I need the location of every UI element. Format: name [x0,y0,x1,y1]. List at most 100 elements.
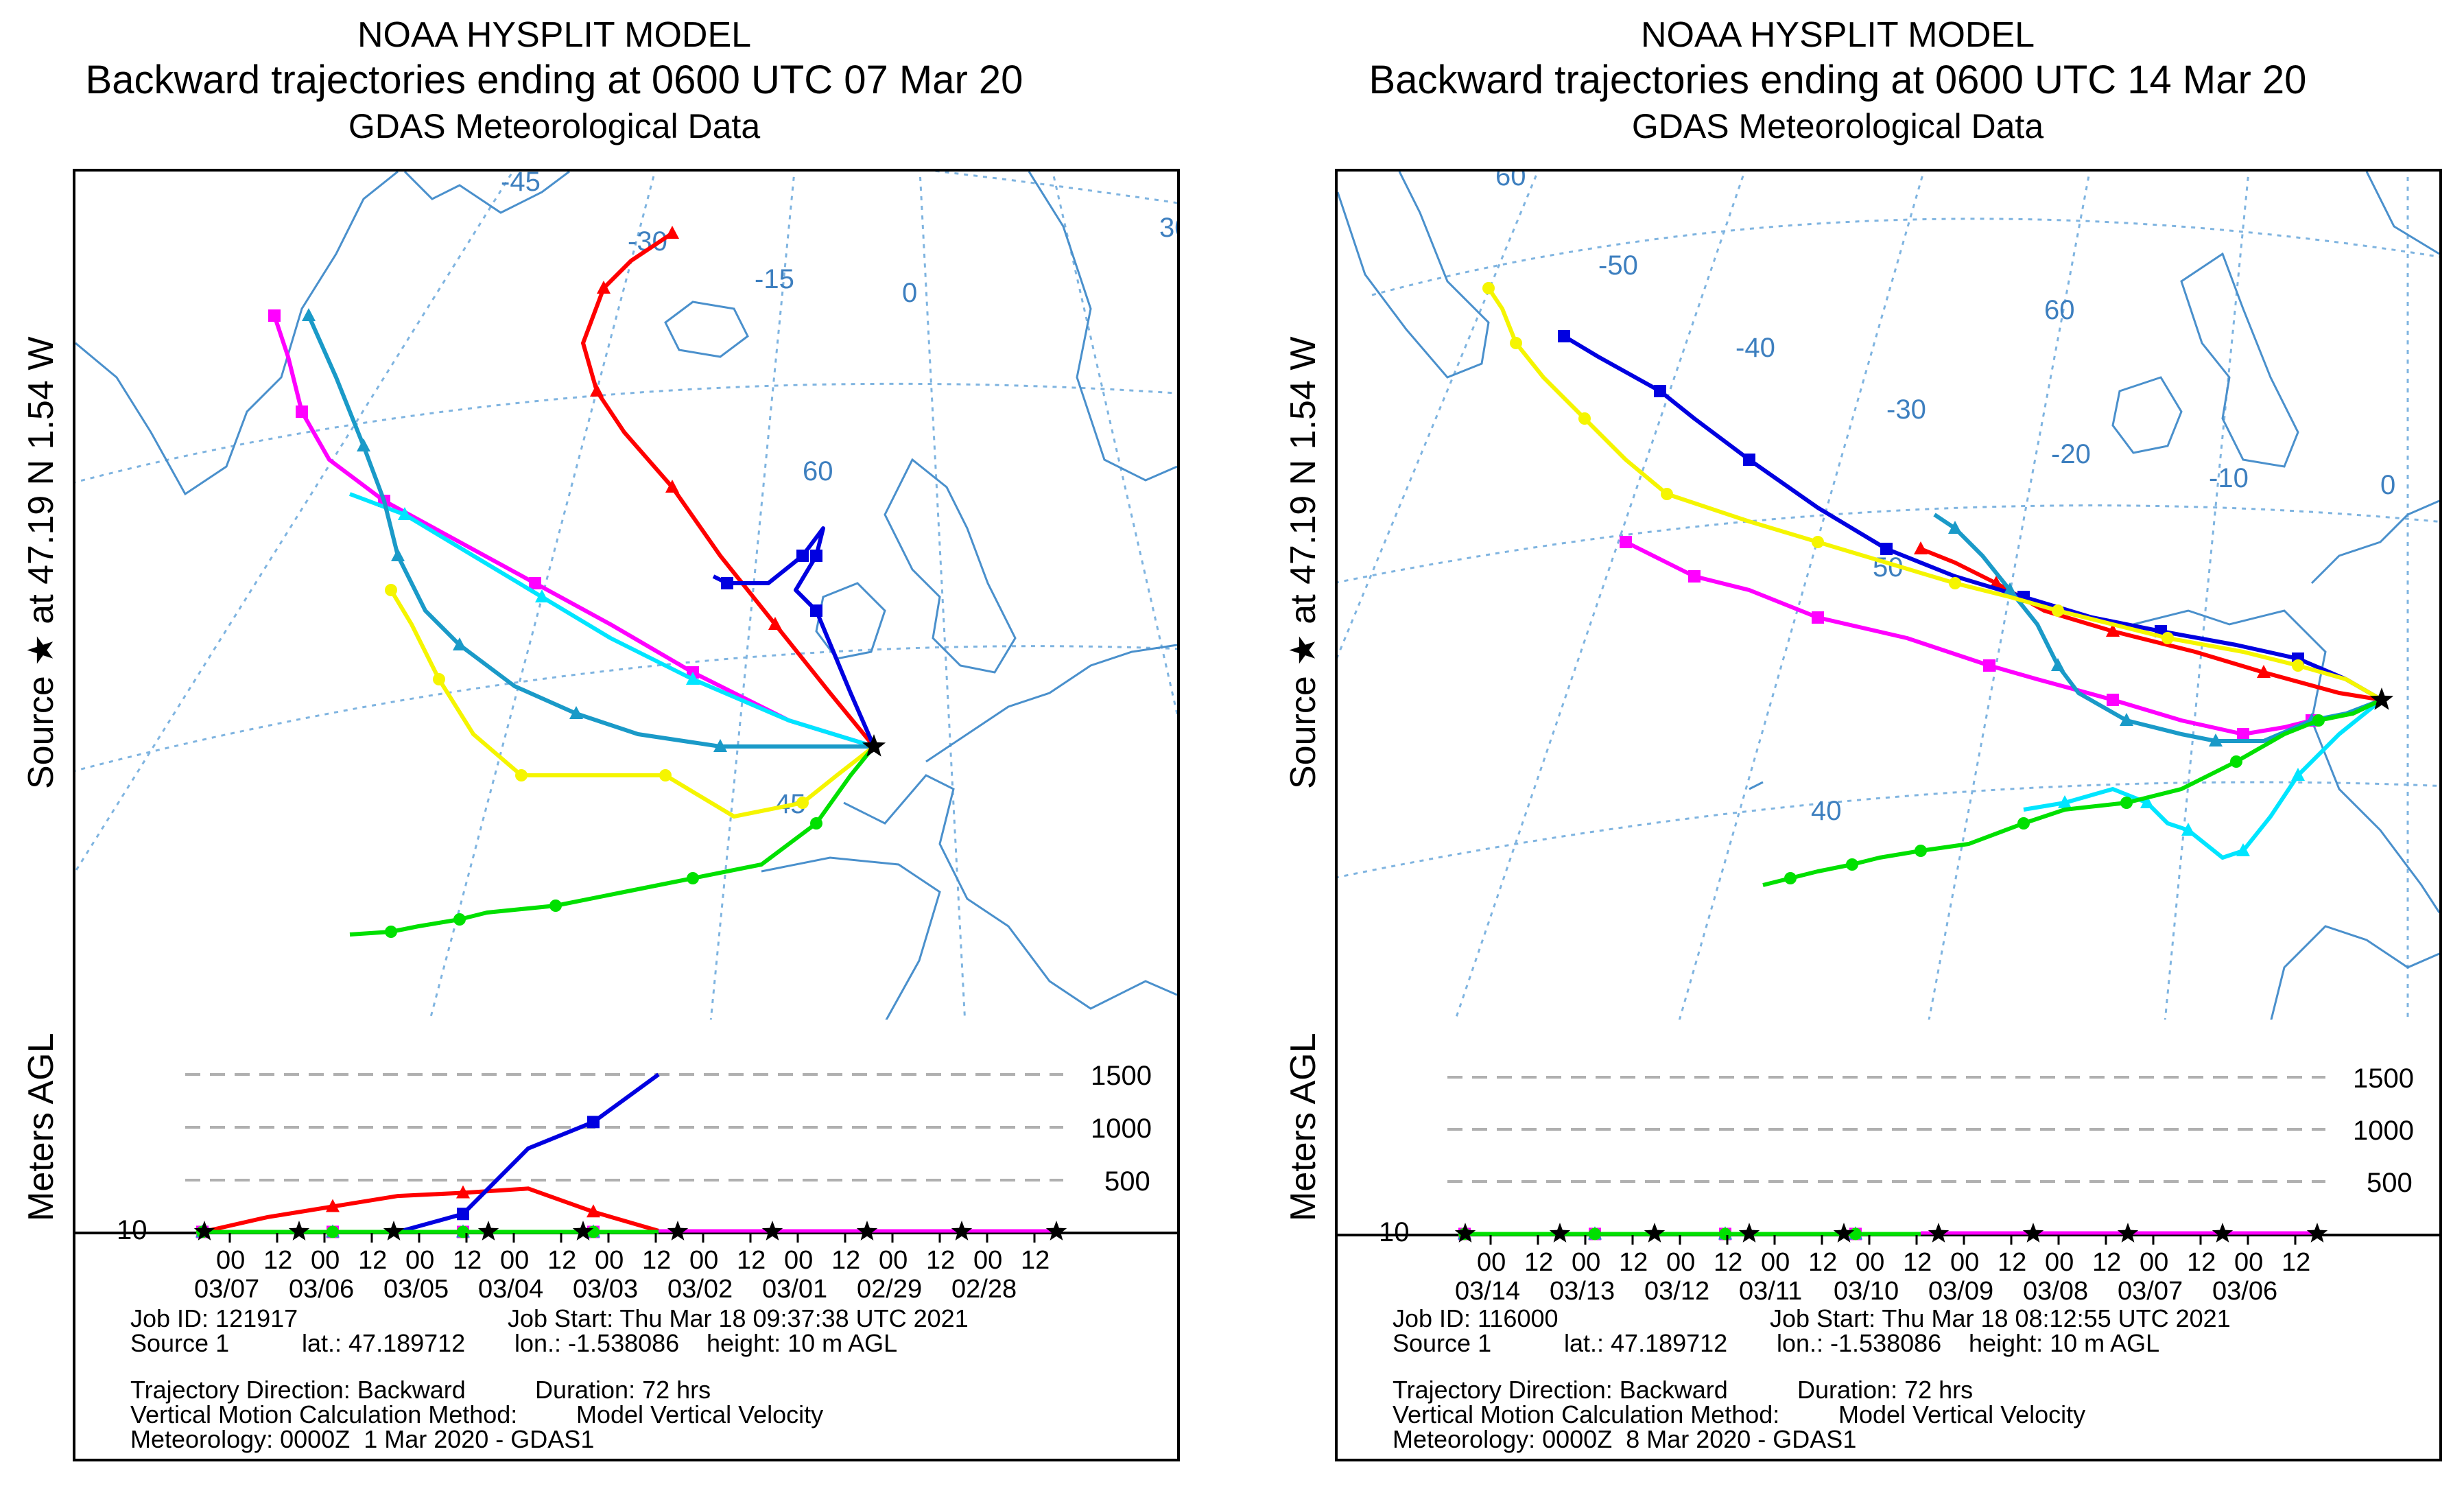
left-time-hour-label: 00 [784,1246,813,1275]
left-trajectory-green-marker [453,913,466,926]
left-job-id: Job ID: 121917 [130,1304,298,1332]
left-time-date-label: 03/03 [573,1275,638,1301]
left-time-date-label: 03/01 [762,1275,827,1301]
right-time-date-label: 03/07 [2118,1277,2183,1301]
right-time-hour-label: 12 [2282,1248,2310,1277]
right-grid-label-40w: -40 [1736,333,1775,363]
right-coast-norway [2365,172,2439,255]
left-trajectory-red [581,231,876,748]
left-coast-greenland-west [75,172,399,496]
left-alt-gridlines [185,1073,1063,1182]
right-time-hour-label: 12 [1808,1248,1837,1277]
left-trajectory-magenta-marker [529,577,541,589]
right-trajectory-blue-marker [1743,454,1755,466]
right-meteorology: Meteorology: 0000Z 8 Mar 2020 - GDAS1 [1393,1425,1857,1453]
right-coast-britain [2180,252,2299,468]
left-time-date-label: 03/04 [478,1275,543,1301]
left-time-star [572,1221,594,1241]
left-time-star [477,1221,499,1241]
right-trajectory-yellow-marker [1949,577,1961,589]
right-meridian-10w [2164,172,2250,1022]
right-grid-label-50w: -50 [1598,250,1638,281]
left-time-hour-label: 12 [926,1246,955,1275]
left-trajectory-blue-marker [721,577,733,589]
right-graticule [1338,172,2439,1022]
right-time-hour-label: 00 [1950,1248,1979,1277]
right-trajectory-yellow [1486,287,2383,702]
right-info-box: Job ID: 116000 Job Start: Thu Mar 18 08:… [1335,1301,2442,1461]
left-trajectory-red-marker [665,480,679,493]
left-map-svg: -45 -30 -15 0 60 45 30 [75,172,1177,1022]
right-lon: lon.: -1.538086 [1777,1329,1942,1357]
right-coast-azores [1749,781,1764,790]
right-trajectories [1482,282,2394,887]
left-info-box: Job ID: 121917 Job Start: Thu Mar 18 09:… [73,1301,1180,1461]
right-trajectory-green-marker [2312,714,2325,727]
left-trajectory-teal-marker [302,308,316,321]
left-time-star [1045,1221,1067,1241]
left-trajectory-green-marker [549,900,562,912]
left-trajectory-blue-marker [796,550,809,562]
left-trajectory-blue-marker [810,604,822,617]
right-time-hour-label: 00 [1666,1248,1695,1277]
right-map-svg: 60 -50 -40 -30 -20 -10 0 60 50 40 [1338,172,2439,1022]
left-time-star [761,1221,783,1241]
right-trajectory-red-marker [2106,624,2120,637]
left-altitude-green-marker [587,1225,600,1238]
right-time-hour-label: 00 [1572,1248,1600,1277]
left-time-hour-label: 12 [642,1246,671,1275]
right-time-hour-label: 00 [1477,1248,1506,1277]
right-altitude-svg: 1500 1000 500 10 00 12 00 12 00 12 00 12 00 12 00 1… [1338,1063,2439,1301]
left-trajectory-teal-marker [569,706,583,719]
left-parallel-45 [75,645,1177,772]
right-time-hour-label: 00 [2140,1248,2168,1277]
right-trajectory-green-marker [2230,755,2242,768]
left-altitude-blue [202,1072,660,1234]
left-trajectory-teal-marker [713,739,727,752]
left-trajectory-blue-marker [810,550,822,562]
right-vertical-method: Vertical Motion Calculation Method: [1393,1400,1780,1429]
right-trajectory-green-marker [1915,845,1927,857]
left-duration: Duration: 72 hrs [535,1376,711,1404]
left-trajectory-green-marker [687,872,699,884]
right-vertical-value: Model Vertical Velocity [1838,1400,2086,1429]
left-grid-label-0: 0 [902,278,917,308]
right-time-hour-label: 12 [1524,1248,1553,1277]
right-coast-labrador [1338,172,1490,379]
left-titles: NOAA HYSPLIT MODEL Backward trajectories… [0,14,1232,148]
left-time-hour-label: 00 [689,1246,718,1275]
right-time-hour-label: 00 [2045,1248,2074,1277]
left-alt-label-base: 10 [117,1215,147,1245]
right-time-star [2022,1223,2044,1243]
left-y-axis-label: Meters AGL [21,1033,61,1221]
right-alt-label-base: 10 [1379,1217,1410,1247]
left-chart-subtitle: GDAS Meteorological Data [348,107,761,145]
left-time-hour-label: 12 [453,1246,482,1275]
left-time-hour-label: 12 [1021,1246,1050,1275]
left-model-title: NOAA HYSPLIT MODEL [357,15,752,55]
right-parallel-40 [1338,781,2439,879]
left-time-hour-label: 12 [831,1246,860,1275]
right-height: height: 10 m AGL [1969,1329,2160,1357]
left-meridian-30w [428,172,656,1022]
right-titles: NOAA HYSPLIT MODEL Backward trajectories… [1232,14,2464,148]
right-time-hour-label: 00 [1761,1248,1790,1277]
right-time-hour-label: 12 [1998,1248,2026,1277]
right-time-star [1549,1223,1571,1243]
right-time-date-label: 03/12 [1644,1277,1709,1301]
left-panel: NOAA HYSPLIT MODEL Backward trajectories… [0,14,1232,1461]
right-trajectory-red-marker [1989,576,2003,589]
right-trajectory-green [1762,698,2383,887]
right-grid-label-60n: 60 [2044,295,2075,325]
right-grid-label-20w: -20 [2051,439,2091,469]
right-panel: NOAA HYSPLIT MODEL Backward trajectories… [1232,0,2464,1493]
left-time-star [383,1221,405,1241]
right-trajectory-yellow-marker [2161,632,2174,644]
left-time-hour-label: 00 [311,1246,340,1275]
left-time-date-label: 02/28 [951,1275,1017,1301]
right-trajectory-yellow-marker [2292,659,2304,672]
left-parallel-60 [75,382,1177,484]
left-time-hour-label: 00 [595,1246,624,1275]
right-trajectory-magenta-marker [1983,659,1995,672]
left-altitude-green-marker [327,1225,339,1238]
